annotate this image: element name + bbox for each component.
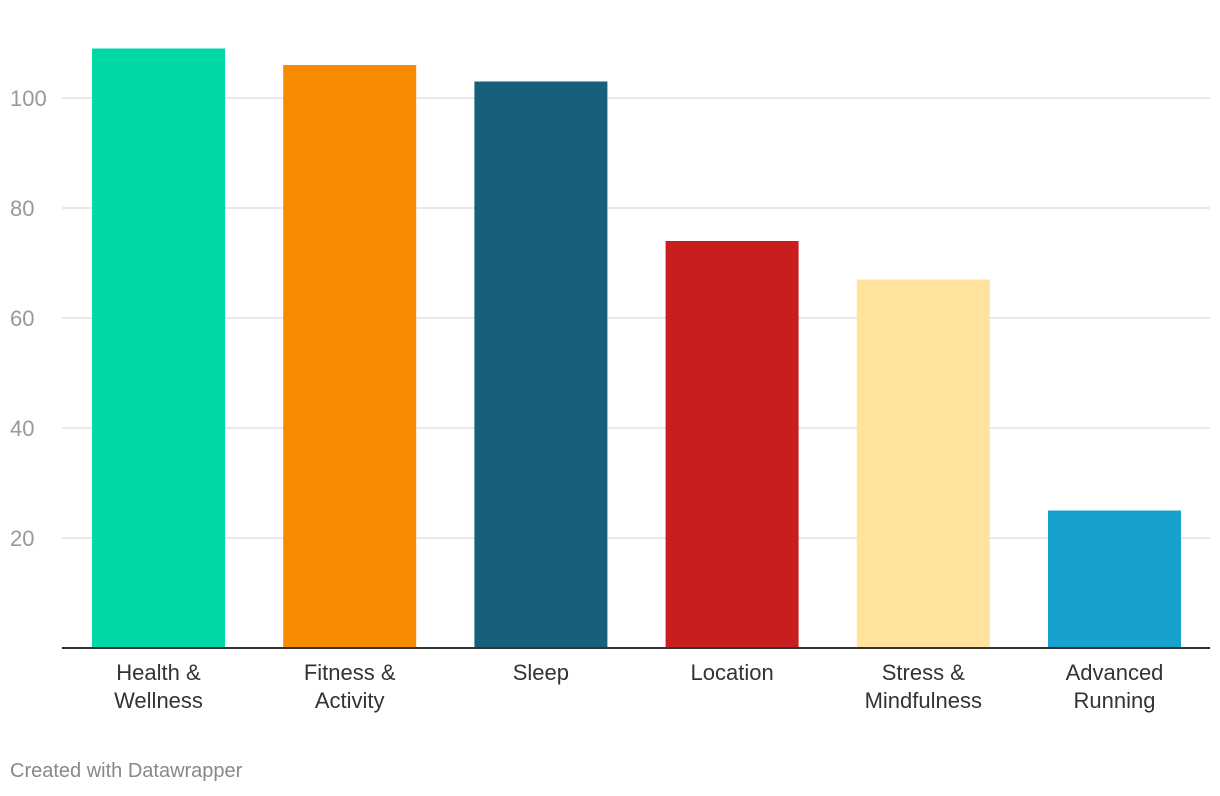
x-category-label: Advanced bbox=[1066, 660, 1164, 685]
bar bbox=[856, 279, 990, 648]
x-category-label: Sleep bbox=[513, 660, 569, 685]
bar bbox=[474, 81, 608, 648]
y-tick-label: 80 bbox=[10, 196, 34, 221]
x-category-label: Location bbox=[691, 660, 774, 685]
x-category-label: Stress & bbox=[882, 660, 965, 685]
x-category-label: Activity bbox=[315, 688, 385, 713]
y-axis-ticks: 20 40 60 80 100 bbox=[10, 86, 47, 551]
bar bbox=[665, 241, 799, 648]
bar bbox=[1048, 510, 1181, 648]
bar bbox=[92, 48, 225, 648]
bar bbox=[283, 65, 417, 648]
x-category-label: Running bbox=[1074, 688, 1156, 713]
x-axis-labels: Health & Wellness Fitness & Activity Sleep Lo… bbox=[114, 660, 1163, 713]
y-tick-label: 20 bbox=[10, 526, 34, 551]
gridlines bbox=[62, 97, 1210, 539]
x-category-label: Mindfulness bbox=[865, 688, 982, 713]
x-category-label: Fitness & bbox=[304, 660, 396, 685]
x-category-label: Wellness bbox=[114, 688, 203, 713]
credit-text: Created with Datawrapper bbox=[10, 760, 243, 782]
bars bbox=[92, 48, 1181, 648]
x-category-label: Health & bbox=[116, 660, 201, 685]
y-tick-label: 40 bbox=[10, 416, 34, 441]
y-tick-label: 60 bbox=[10, 306, 34, 331]
y-tick-label: 100 bbox=[10, 86, 47, 111]
